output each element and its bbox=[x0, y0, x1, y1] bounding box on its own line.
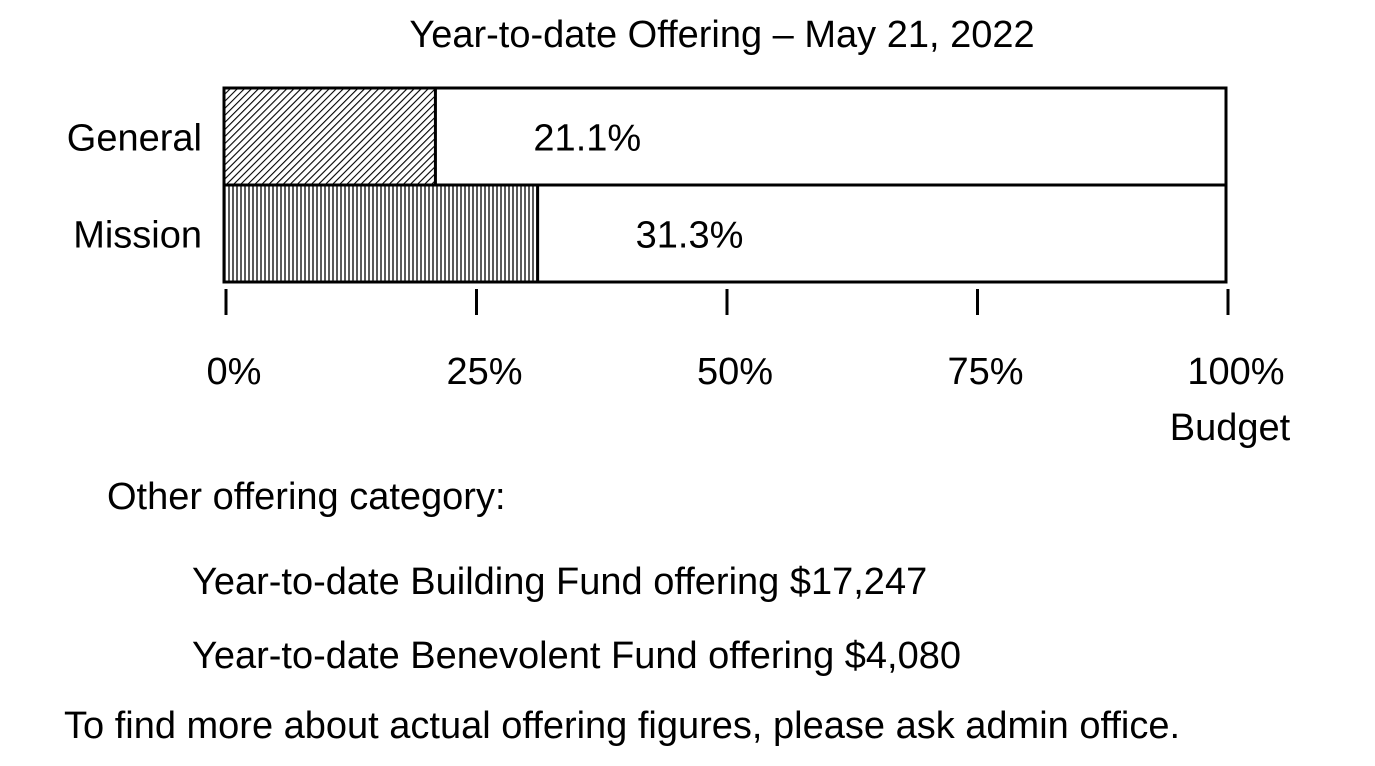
x-tick-label-0: 0% bbox=[207, 351, 262, 393]
bars-group: General 21.1% Mission 31.3% bbox=[67, 86, 1228, 284]
benevolent-fund-text: Year-to-date Benevolent Fund offering $4… bbox=[192, 635, 962, 677]
value-label-mission: 31.3% bbox=[636, 215, 744, 257]
bar-mission bbox=[222, 183, 540, 284]
other-category-heading: Other offering category: bbox=[107, 476, 506, 518]
bar-general bbox=[222, 86, 437, 187]
category-label-general: General bbox=[67, 118, 202, 160]
x-tick-label-50: 50% bbox=[697, 351, 773, 393]
x-tick-label-25: 25% bbox=[446, 351, 522, 393]
x-tick-label-75: 75% bbox=[947, 351, 1023, 393]
offering-chart: Year-to-date Offering – May 21, 2022 Gen… bbox=[67, 14, 1291, 449]
chart-title: Year-to-date Offering – May 21, 2022 bbox=[409, 14, 1034, 56]
category-label-mission: Mission bbox=[73, 215, 202, 257]
footer-note: To find more about actual offering figur… bbox=[64, 705, 1181, 747]
x-axis-label: Budget bbox=[1170, 407, 1291, 449]
x-tick-label-100: 100% bbox=[1187, 351, 1284, 393]
value-label-general: 21.1% bbox=[533, 118, 641, 160]
building-fund-text: Year-to-date Building Fund offering $17,… bbox=[192, 561, 928, 603]
x-axis: 0% 25% 50% 75% 100% bbox=[207, 289, 1285, 393]
